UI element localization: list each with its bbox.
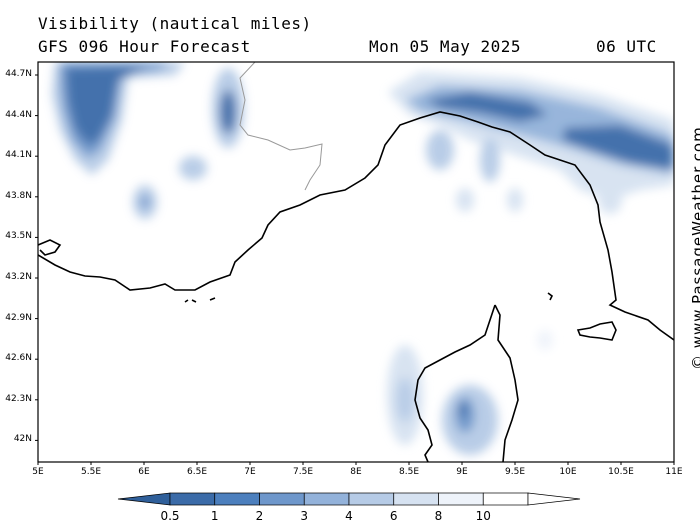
forecast-model: GFS 096 Hour Forecast [38,37,251,56]
lon-tick-label: 10.5E [608,467,634,477]
colorbar-high-arrow [527,492,581,506]
lon-tick-label: 6.5E [187,467,207,477]
colorbar-label: 10 [475,509,491,523]
lat-tick-label: 44.7N [5,69,32,79]
credit-text: © www.PassageWeather.com [689,126,700,370]
colorbar-segment [393,492,439,506]
lon-tick-label: 9E [456,467,468,477]
map-title: Visibility (nautical miles) [38,14,312,33]
colorbar-segment [303,492,350,506]
lat-tick-label: 43.8N [5,190,32,201]
colorbar-segment [348,492,395,506]
colorbar-low-arrow [117,492,171,506]
lat-tick-label: 44.1N [5,150,32,161]
lat-tick-label: 42.3N [5,393,32,404]
colorbar-segment [169,492,216,506]
axis-ticks [35,74,675,465]
lon-tick-label: 7.5E [293,467,313,477]
lat-tick-label: 44.4N [5,109,32,120]
lon-tick-label: 7E [244,467,256,477]
forecast-date: Mon 05 May 2025 [369,37,521,56]
lon-tick-label: 10E [559,467,577,477]
colorbar-label: 4 [345,509,353,523]
visibility-field [38,62,674,462]
colorbar-label: 6 [389,509,398,523]
lon-tick-label: 5E [32,467,44,477]
lon-tick-label: 5.5E [81,467,101,477]
colorbar-segment [214,492,260,506]
lat-tick-label: 42.9N [5,312,32,323]
forecast-time: 06 UTC [596,37,657,56]
colorbar-label: 1 [210,509,219,523]
colorbar-segment [259,492,305,506]
lat-tick-label: 42N [13,434,32,445]
colorbar-label: 8 [434,509,443,523]
lat-tick-label: 43.5N [5,231,32,242]
lon-tick-label: 8E [350,467,362,477]
colorbar [117,492,581,506]
lon-tick-label: 9.5E [505,467,525,477]
colorbar-label: 0.5 [160,509,180,523]
colorbar-segment [438,492,484,506]
colorbar-label: 3 [300,509,309,523]
lon-tick-label: 8.5E [399,467,419,477]
lat-tick-label: 42.6N [5,353,32,364]
country-border [239,62,323,191]
colorbar-label: 2 [255,509,264,523]
lon-tick-label: 6E [138,467,150,477]
coastline [38,111,674,462]
colorbar-segment [482,492,529,506]
lon-tick-label: 11E [665,467,683,477]
lat-tick-label: 43.2N [5,272,32,282]
